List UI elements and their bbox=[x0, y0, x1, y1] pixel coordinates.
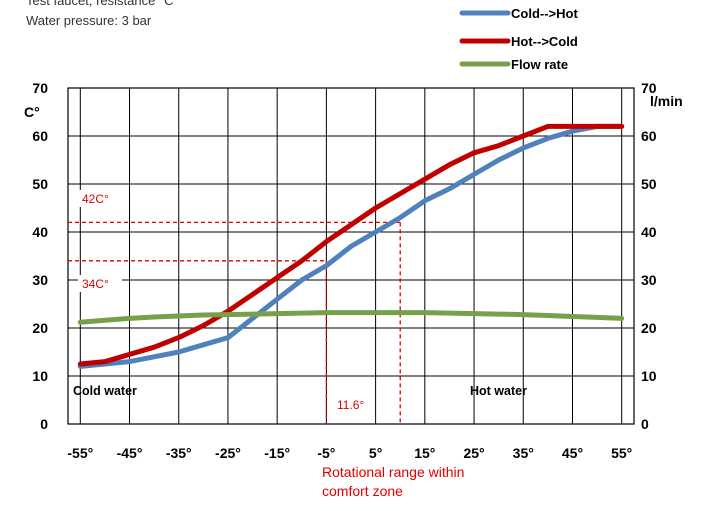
range-label: 11.6° bbox=[337, 398, 364, 412]
x-tick-label: 15° bbox=[414, 445, 435, 461]
cold-water-label: Cold water bbox=[73, 384, 137, 398]
y-tick-label-left: 50 bbox=[32, 176, 48, 192]
y-tick-label-left: 60 bbox=[32, 128, 48, 144]
y-tick-label-right: 60 bbox=[641, 128, 657, 144]
legend-label-cold-hot: Cold-->Hot bbox=[511, 6, 578, 21]
y-tick-label-right: 70 bbox=[641, 80, 657, 96]
hot-water-label: Hot water bbox=[470, 384, 527, 398]
x-tick-label: -15° bbox=[264, 445, 290, 461]
x-tick-label: 5° bbox=[369, 445, 382, 461]
x-tick-label: 55° bbox=[611, 445, 632, 461]
y-tick-label-left: 10 bbox=[32, 368, 48, 384]
legend-label-hot-cold: Hot-->Cold bbox=[511, 34, 578, 49]
y-tick-label-right: 10 bbox=[641, 368, 657, 384]
x-tick-label: 35° bbox=[513, 445, 534, 461]
x-tick-label: 25° bbox=[463, 445, 484, 461]
series-line-flow-rate bbox=[77, 310, 625, 325]
annotation-label-42-bg bbox=[78, 190, 122, 207]
y-tick-label-left: 0 bbox=[40, 416, 48, 432]
y-tick-label-left: 30 bbox=[32, 272, 48, 288]
series-line-hot-cold bbox=[77, 123, 625, 367]
caption-line1: Rotational range within bbox=[322, 464, 465, 480]
y-axis-label-left: C° bbox=[24, 104, 40, 120]
y-tick-label-right: 50 bbox=[641, 176, 657, 192]
legend-label-flow-rate: Flow rate bbox=[511, 57, 568, 72]
x-tick-label: 45° bbox=[562, 445, 583, 461]
range-label-bg bbox=[335, 396, 375, 413]
x-tick-label: -5° bbox=[317, 445, 335, 461]
annotation-label-42: 42C° bbox=[82, 192, 109, 206]
x-tick-label: -45° bbox=[117, 445, 143, 461]
x-tick-label: -55° bbox=[67, 445, 93, 461]
series-line-cold-hot bbox=[77, 123, 625, 369]
y-tick-label-left: 70 bbox=[32, 80, 48, 96]
y-tick-label-left: 20 bbox=[32, 320, 48, 336]
water-pressure-label: Water pressure: 3 bar bbox=[26, 13, 152, 28]
y-tick-label-right: 30 bbox=[641, 272, 657, 288]
x-tick-label: -35° bbox=[166, 445, 192, 461]
annotation-label-34-bg bbox=[78, 275, 122, 292]
y-axis-label-right: l/min bbox=[650, 93, 683, 109]
test-description: Test faucet, resistance °C bbox=[26, 0, 174, 8]
y-tick-label-left: 40 bbox=[32, 224, 48, 240]
y-tick-label-right: 40 bbox=[641, 224, 657, 240]
y-tick-label-right: 0 bbox=[641, 416, 649, 432]
annotation-label-34: 34C° bbox=[82, 277, 109, 291]
caption-line2: comfort zone bbox=[322, 483, 403, 499]
x-tick-label: -25° bbox=[215, 445, 241, 461]
plot-frame bbox=[67, 87, 635, 425]
y-tick-label-right: 20 bbox=[641, 320, 657, 336]
